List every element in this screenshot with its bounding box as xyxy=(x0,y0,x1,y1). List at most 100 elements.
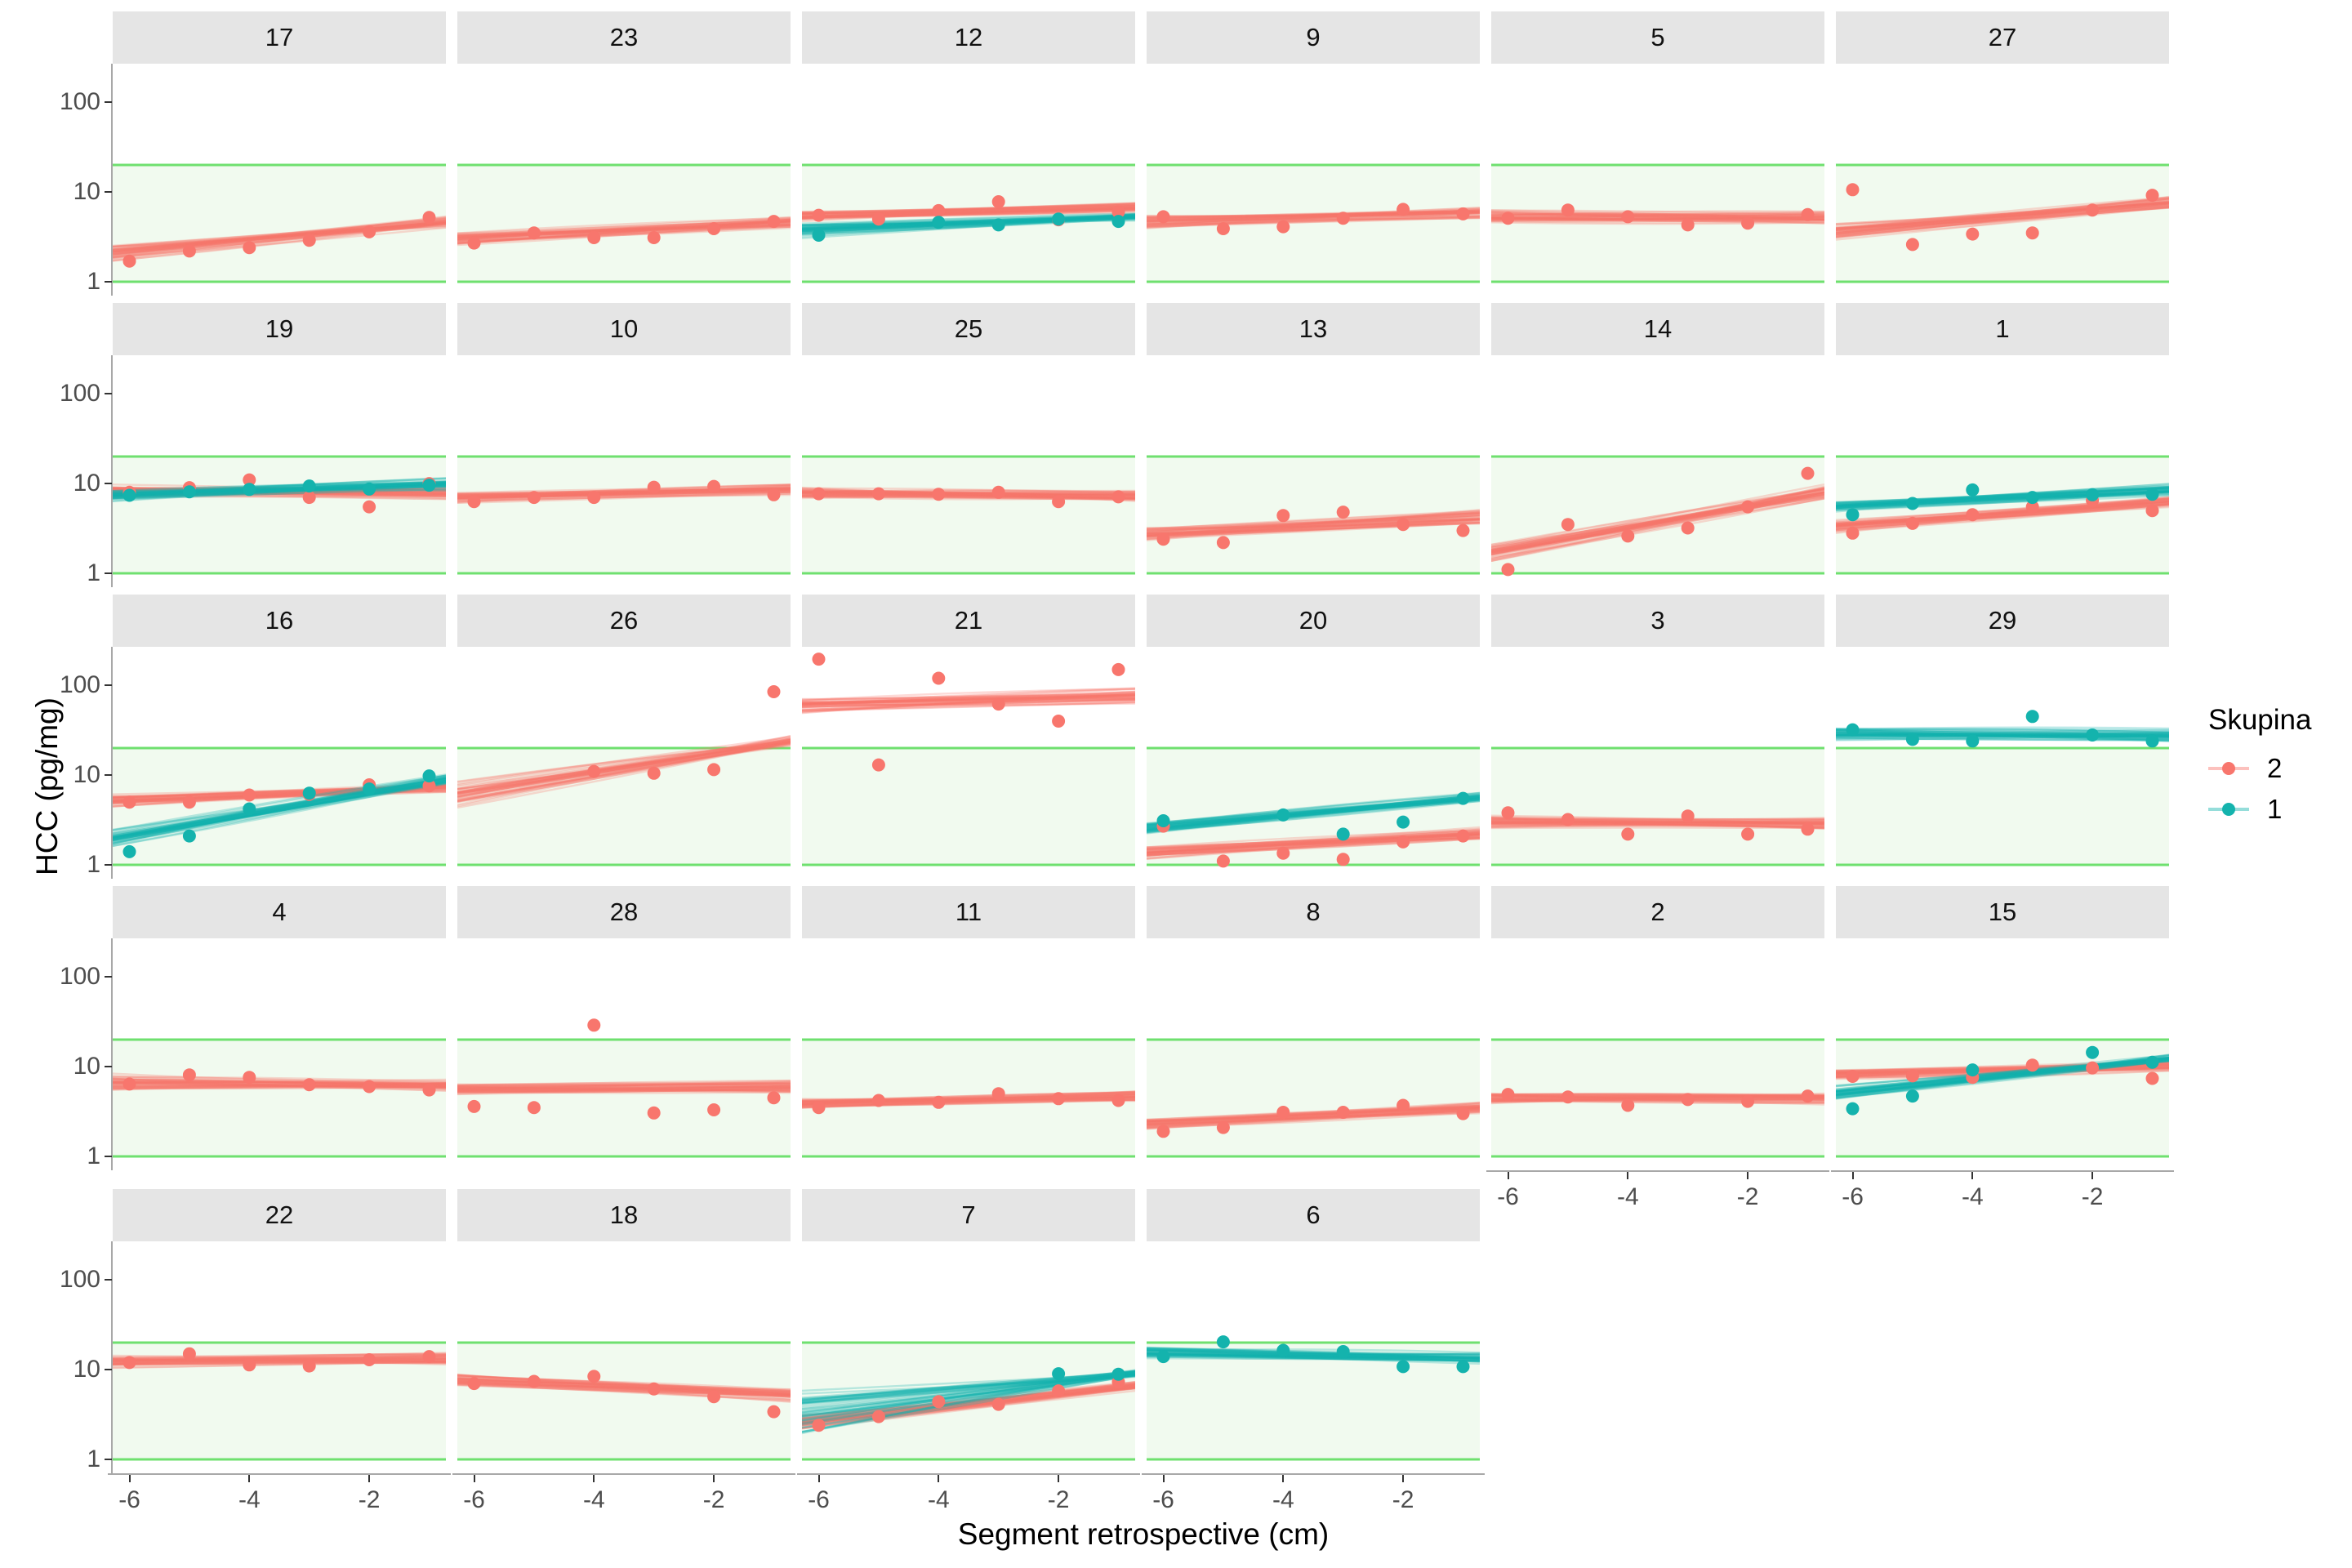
panel-canvas xyxy=(1147,455,1480,575)
x-tick-mark xyxy=(1282,1475,1285,1482)
data-point xyxy=(1905,497,1919,510)
data-point xyxy=(182,795,196,809)
facet-strip-label: 12 xyxy=(954,23,983,51)
data-point xyxy=(2086,1061,2100,1075)
facet-strip: 23 xyxy=(457,11,791,64)
data-point xyxy=(871,1410,885,1423)
facet-strip: 17 xyxy=(113,11,446,64)
x-tick-mark xyxy=(1851,1172,1854,1179)
data-point xyxy=(1966,734,1980,748)
data-point xyxy=(467,495,481,509)
facet-strip: 10 xyxy=(457,303,791,355)
data-point xyxy=(2086,1045,2100,1059)
facet-panel-3 xyxy=(1491,647,1824,879)
data-point xyxy=(871,487,885,501)
facet-strip: 16 xyxy=(113,595,446,647)
data-point xyxy=(767,685,781,698)
data-point xyxy=(467,1377,481,1391)
facet-strip: 8 xyxy=(1147,886,1480,938)
facet-panel-17 xyxy=(113,64,446,296)
facet-strip: 12 xyxy=(802,11,1135,64)
facet-panel-16 xyxy=(113,647,446,879)
data-point xyxy=(243,241,256,255)
data-point xyxy=(302,234,316,247)
panel-canvas xyxy=(113,746,446,866)
facet-strip-label: 10 xyxy=(609,314,639,343)
y-tick-label: 10 xyxy=(73,178,100,206)
spaghetti-lines-group-2 xyxy=(457,1373,791,1403)
data-point xyxy=(1966,508,1980,522)
x-tick-mark xyxy=(248,1475,251,1482)
data-point xyxy=(122,1356,136,1370)
y-axis-line xyxy=(111,355,113,587)
x-axis-line xyxy=(1831,1170,2174,1172)
data-point xyxy=(2086,203,2100,217)
data-point xyxy=(1111,215,1125,229)
data-point xyxy=(1052,715,1066,728)
spaghetti-lines-group-2 xyxy=(457,483,791,504)
panel-canvas xyxy=(1147,746,1480,868)
facet-strip: 3 xyxy=(1491,595,1824,647)
y-tick-mark xyxy=(105,976,112,978)
facet-strip: 25 xyxy=(802,303,1135,355)
data-point xyxy=(1966,1063,1980,1077)
data-point xyxy=(812,653,826,666)
facet-strip: 27 xyxy=(1836,11,2169,64)
data-point xyxy=(2025,710,2039,724)
data-point xyxy=(1561,203,1575,217)
data-point xyxy=(1456,523,1470,537)
y-tick-label: 1 xyxy=(87,1142,100,1169)
facet-strip: 28 xyxy=(457,886,791,938)
facet-strip-label: 16 xyxy=(265,606,294,635)
x-tick-mark xyxy=(2091,1172,2094,1179)
spaghetti-lines-group-2 xyxy=(1147,826,1480,860)
data-point xyxy=(302,1078,316,1092)
data-point xyxy=(1846,526,1860,540)
spaghetti-lines-group-2 xyxy=(1491,209,1824,225)
y-tick-label: 100 xyxy=(59,963,100,991)
data-point xyxy=(1052,1092,1066,1106)
facet-panel-4 xyxy=(113,938,446,1170)
data-point xyxy=(871,212,885,226)
x-tick-mark xyxy=(1627,1172,1629,1179)
data-point xyxy=(1846,1102,1860,1116)
y-tick-label: 10 xyxy=(73,1356,100,1383)
facet-strip-label: 7 xyxy=(961,1200,976,1229)
x-tick-label: -2 xyxy=(2081,1183,2104,1210)
facet-panel-14 xyxy=(1491,355,1824,587)
x-tick-label: -4 xyxy=(1272,1486,1294,1513)
spaghetti-lines-group-2 xyxy=(1491,814,1824,830)
data-point xyxy=(363,1080,376,1094)
facet-strip-label: 11 xyxy=(955,898,982,926)
data-point xyxy=(647,1106,661,1120)
facet-strip: 22 xyxy=(113,1189,446,1241)
data-point xyxy=(587,1370,601,1383)
facet-strip-label: 14 xyxy=(1643,314,1673,343)
data-point xyxy=(1681,218,1695,232)
panel-canvas xyxy=(1836,455,2169,575)
legend-point-icon xyxy=(2222,762,2235,775)
data-point xyxy=(1396,1360,1410,1374)
facet-panel-2 xyxy=(1491,938,1824,1170)
facet-panel-10 xyxy=(457,355,791,587)
data-point xyxy=(812,229,826,242)
spaghetti-lines-group-2 xyxy=(1147,207,1480,229)
legend-key-symbol xyxy=(2208,756,2249,781)
spaghetti-lines-group-2 xyxy=(1147,508,1480,541)
y-tick-mark xyxy=(105,1066,112,1068)
spaghetti-lines-group-2 xyxy=(1836,1060,2169,1080)
data-point xyxy=(467,236,481,250)
data-point xyxy=(1216,854,1230,868)
facet-strip-label: 6 xyxy=(1306,1200,1321,1229)
facet-strip-label: 13 xyxy=(1298,314,1328,343)
data-point xyxy=(1561,813,1575,826)
data-point xyxy=(1336,1345,1350,1358)
facet-panel-1 xyxy=(1836,355,2169,587)
data-point xyxy=(2145,1055,2159,1069)
data-point xyxy=(422,479,436,492)
facet-strip-label: 23 xyxy=(609,23,639,51)
data-point xyxy=(1621,529,1635,543)
facet-strip: 21 xyxy=(802,595,1135,647)
x-tick-label: -2 xyxy=(1736,1183,1759,1210)
panel-canvas xyxy=(1147,1038,1480,1158)
